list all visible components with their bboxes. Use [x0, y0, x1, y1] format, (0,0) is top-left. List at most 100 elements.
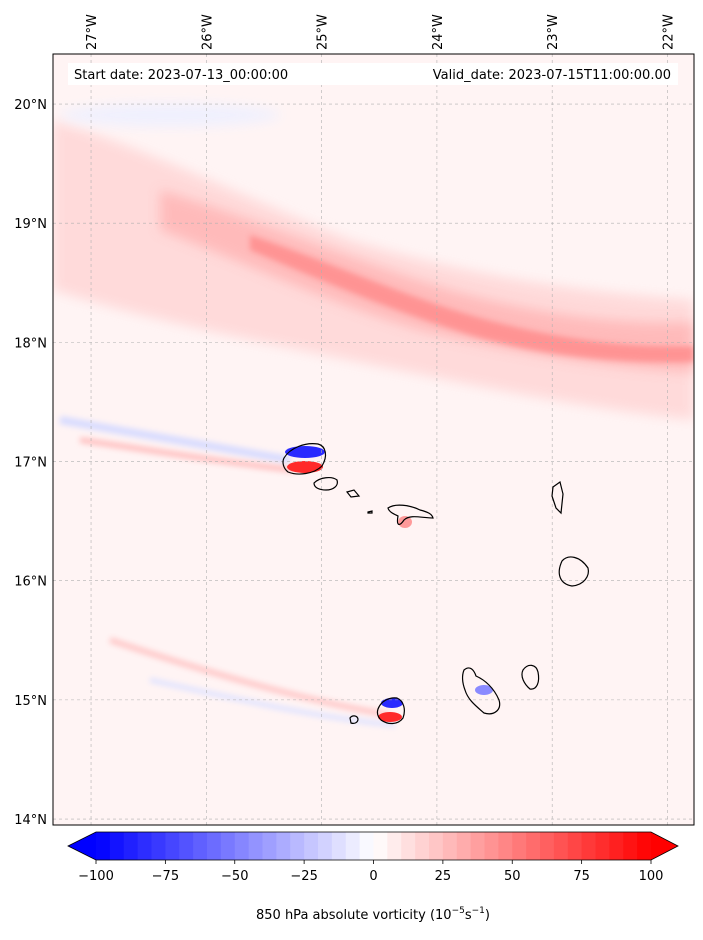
- island-maio: [521, 664, 540, 690]
- island-santo-antao: [282, 443, 327, 475]
- colorbar-segment: [123, 832, 139, 860]
- colorbar-tick-label: 0: [369, 869, 377, 884]
- wake-streak-north: [59, 416, 291, 464]
- wake-streak-north-2: [79, 437, 296, 473]
- colorbar-tick-label: 75: [573, 869, 590, 884]
- colorbar-segment: [553, 832, 569, 860]
- colorbar-tick-label: 25: [435, 869, 452, 884]
- colorbar-label-end: ): [485, 908, 490, 923]
- colorbar-segment: [345, 832, 361, 860]
- longitude-tick-label: 25°W: [316, 14, 331, 50]
- valid-date-label: Valid_date: 2023-07-15T11:00:00.00: [433, 68, 671, 83]
- colorbar-segment: [262, 832, 277, 860]
- start-date-label: Start date: 2023-07-13_00:00:00: [74, 68, 288, 83]
- longitude-tick-label: 26°W: [200, 14, 215, 50]
- island-santa-luzia: [345, 489, 361, 498]
- colorbar-tick-label: −100: [78, 869, 114, 884]
- colorbar-segment: [429, 832, 444, 860]
- colorbar-segment: [512, 832, 527, 860]
- colorbar-segment: [276, 832, 291, 860]
- island-fogo: [376, 697, 405, 725]
- colorbar-segment: [470, 832, 485, 860]
- colorbar-segment: [234, 832, 250, 860]
- longitude-tick-label: 27°W: [85, 14, 100, 50]
- vorticity-band-mid: [160, 190, 694, 372]
- colorbar-extend-min: [68, 832, 96, 860]
- colorbar-label-exp1: −5: [452, 906, 465, 916]
- graticule: [53, 54, 694, 825]
- map-frame: [52, 53, 695, 826]
- info-box: [68, 63, 678, 85]
- latitude-tick-label: 20°N: [14, 98, 47, 113]
- colorbar-segment: [220, 832, 236, 860]
- colorbar-segment: [193, 832, 208, 860]
- negative-vorticity-patch: [60, 103, 280, 127]
- island-boa-vista: [558, 556, 589, 587]
- colorbar-label-main: 850 hPa absolute vorticity (10: [256, 908, 452, 923]
- island-sao-vicente: [313, 477, 338, 491]
- dipole-santiago-neg: [475, 685, 493, 695]
- dipole-santo-antao-neg: [285, 446, 325, 458]
- coastlines: [282, 443, 589, 725]
- colorbar-tick-label: −25: [290, 869, 317, 884]
- colorbar-segment: [331, 832, 347, 860]
- latitude-tick-label: 17°N: [14, 456, 47, 471]
- colorbar-segment: [498, 832, 513, 860]
- colorbar-segment: [456, 832, 472, 860]
- colorbar-tick-label: −50: [221, 869, 248, 884]
- colorbar-segment: [609, 832, 624, 860]
- colorbar-segment: [165, 832, 180, 860]
- colorbar-segment: [387, 832, 402, 860]
- wake-streak-south-2: [149, 677, 396, 728]
- colorbar-label-exp2: −1: [472, 906, 485, 916]
- colorbar-segment: [151, 832, 166, 860]
- colorbar-extend-max: [651, 832, 678, 860]
- colorbar-segment: [359, 832, 374, 860]
- latitude-tick-label: 16°N: [14, 575, 47, 590]
- latitude-tick-label: 18°N: [14, 336, 47, 351]
- colorbar-segment: [484, 832, 499, 860]
- vorticity-band-core: [250, 235, 694, 363]
- colorbar-segment: [248, 832, 263, 860]
- colorbar-segment: [96, 832, 111, 860]
- colorbar-segment: [595, 832, 610, 860]
- longitude-labels: 27°W 26°W 25°W 24°W 23°W 22°W: [85, 14, 676, 50]
- latitude-tick-label: 14°N: [14, 813, 47, 828]
- colorbar-segment: [623, 832, 638, 860]
- colorbar-segment: [207, 832, 222, 860]
- colorbar-segment: [290, 832, 305, 860]
- longitude-tick-label: 24°W: [431, 14, 446, 50]
- wake-streak-south: [109, 637, 391, 718]
- colorbar: [67, 831, 679, 861]
- colorbar-segment: [415, 832, 430, 860]
- colorbar-label-mid: s: [465, 908, 472, 923]
- dipole-saonicolau-pos: [398, 516, 412, 528]
- colorbar-segment: [637, 832, 652, 860]
- island-branco: [367, 510, 373, 514]
- latitude-labels: 20°N 19°N 18°N 17°N 16°N 15°N 14°N: [14, 98, 47, 828]
- island-santiago: [462, 667, 501, 715]
- colorbar-segment: [567, 832, 583, 860]
- island-sal: [551, 480, 564, 515]
- colorbar-segment: [304, 832, 319, 860]
- island-sao-nicolau: [387, 504, 434, 525]
- colorbar-segment: [526, 832, 541, 860]
- colorbar-ticks: −100 −75 −50 −25 0 25 50 75 100: [78, 860, 663, 884]
- colorbar-segment: [442, 832, 458, 860]
- island-brava: [349, 715, 359, 724]
- colorbar-segment: [179, 832, 194, 860]
- colorbar-segment: [109, 832, 125, 860]
- colorbar-segment: [401, 832, 416, 860]
- colorbar-segment: [540, 832, 555, 860]
- colorbar-tick-label: 100: [639, 869, 664, 884]
- colorbar-segment: [581, 832, 596, 860]
- latitude-tick-label: 19°N: [14, 217, 47, 232]
- latitude-tick-label: 15°N: [14, 694, 47, 709]
- colorbar-segment: [137, 832, 152, 860]
- dipole-fogo-pos: [378, 712, 402, 722]
- dipole-fogo-neg: [381, 698, 403, 708]
- colorbar-label: 850 hPa absolute vorticity (10−5s−1): [256, 906, 490, 923]
- colorbar-segment: [318, 832, 333, 860]
